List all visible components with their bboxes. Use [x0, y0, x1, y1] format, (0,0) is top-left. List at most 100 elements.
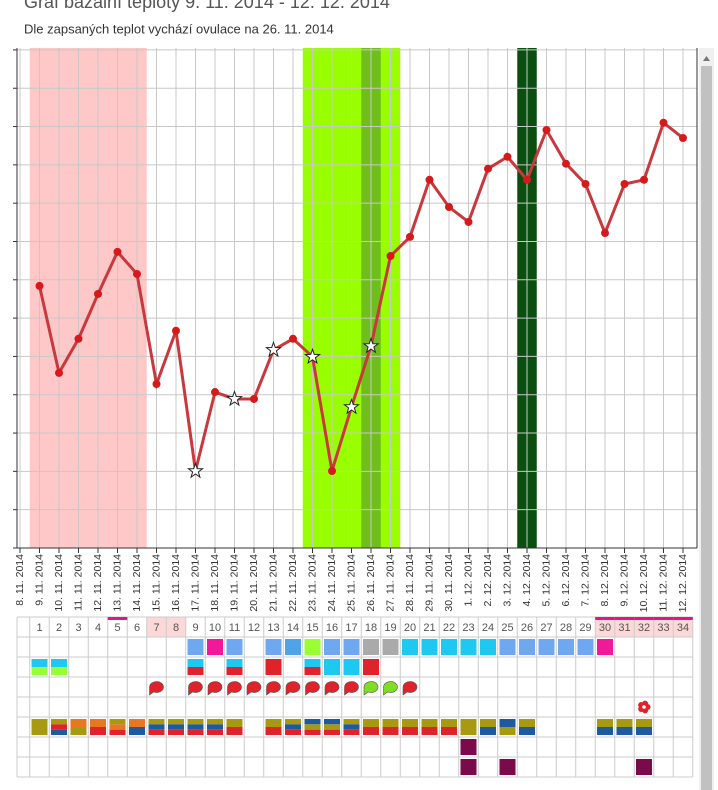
day-number: 19: [384, 622, 396, 634]
x-tick-label: 1. 12. 2014: [462, 554, 474, 607]
cell-block: [597, 639, 613, 655]
x-tick-label: 23. 11. 2014: [306, 554, 318, 612]
x-tick-label: 26. 11. 2014: [365, 554, 377, 612]
cell-block: [265, 727, 282, 735]
cell-block: [460, 739, 477, 755]
note-bubble: [227, 681, 242, 696]
x-tick-label: 14. 11. 2014: [131, 554, 143, 612]
temperature-line: [38, 120, 684, 472]
scroll-arrow[interactable]: [703, 56, 710, 61]
point: [601, 229, 609, 238]
day-mark: [614, 617, 635, 620]
cell-block: [616, 719, 633, 727]
x-tick-label: 22. 11. 2014: [287, 554, 299, 612]
x-tick-label: 4. 12. 2014: [521, 554, 533, 607]
point: [406, 232, 414, 241]
x-tick-label: 12. 12. 2014: [677, 554, 689, 613]
day-highlight: [146, 617, 167, 637]
x-tick-label: 8. 11. 2014: [14, 554, 26, 606]
cell-block: [363, 639, 379, 655]
cell-block: [109, 724, 126, 730]
cell-block: [616, 727, 633, 735]
cell-block: [597, 719, 613, 727]
day-highlight: [595, 617, 615, 637]
cell-block: [460, 639, 477, 655]
cell-block: [265, 639, 282, 655]
cell-block: [499, 639, 516, 655]
x-tick-label: 21. 11. 2014: [267, 554, 279, 612]
x-tick-label: 19. 11. 2014: [228, 554, 240, 612]
x-tick-label: 24. 11. 2014: [326, 554, 338, 612]
cell-block: [265, 667, 282, 675]
day-number: 18: [365, 622, 377, 634]
x-tick-label: 12. 11. 2014: [92, 554, 104, 612]
cell-block: [324, 659, 340, 667]
cell-block: [51, 667, 67, 675]
point: [679, 134, 687, 143]
day-number: 26: [521, 622, 533, 634]
cell-block: [31, 667, 48, 675]
band: [29, 48, 147, 548]
point: [425, 175, 434, 184]
cell-block: [324, 639, 340, 655]
day-number: 4: [95, 622, 101, 634]
cell-block: [519, 727, 535, 735]
cell-block: [343, 659, 360, 667]
cell-block: [304, 719, 321, 725]
x-tick-label: 17. 11. 2014: [189, 554, 201, 612]
cell-block: [148, 724, 165, 730]
scrollbar-thumb[interactable]: [701, 66, 712, 790]
cell-block: [577, 639, 594, 655]
point: [172, 326, 180, 335]
x-tick-label: 6. 12. 2014: [560, 554, 572, 607]
cell-block: [168, 729, 184, 735]
x-tick-label: 5. 12. 2014: [540, 554, 552, 607]
day-number: 30: [599, 622, 611, 634]
cell-block: [168, 719, 184, 725]
cell-block: [304, 639, 321, 655]
cell-block: [207, 724, 223, 730]
point: [211, 388, 219, 397]
note-bubble: [266, 681, 281, 696]
x-tick-label: 27. 11. 2014: [384, 554, 396, 612]
note-bubble: [363, 681, 379, 696]
cell-block: [187, 719, 204, 725]
day-highlight: [653, 617, 674, 637]
day-number: 27: [540, 622, 552, 634]
day-mark: [653, 617, 674, 620]
day-number: 15: [306, 622, 318, 634]
note-bubble: [324, 681, 340, 696]
flower-center: [642, 705, 646, 709]
x-tick-label: 30. 11. 2014: [443, 554, 455, 612]
point: [152, 380, 161, 389]
cell-block: [480, 639, 496, 655]
cell-block: [363, 719, 379, 727]
day-number: 8: [173, 622, 179, 634]
cell-block: [51, 729, 67, 735]
day-number: 23: [462, 622, 474, 634]
day-number: 21: [423, 622, 435, 634]
cell-block: [31, 659, 48, 667]
x-tick-label: 10. 12. 2014: [638, 554, 650, 613]
cell-block: [265, 659, 282, 667]
cell-block: [441, 727, 457, 735]
cell-block: [265, 719, 282, 727]
point: [386, 252, 395, 261]
cell-block: [538, 639, 555, 655]
cell-block: [187, 729, 204, 735]
note-bubble: [305, 681, 320, 696]
cell-block: [402, 719, 418, 727]
cell-block: [636, 719, 652, 727]
x-tick-label: 29. 11. 2014: [423, 554, 435, 612]
cell-block: [460, 759, 477, 775]
cell-block: [343, 724, 360, 730]
cell-block: [226, 719, 243, 727]
day-number: 16: [326, 622, 338, 634]
day-number: 31: [618, 622, 630, 634]
cell-block: [226, 667, 243, 675]
cell-block: [324, 729, 340, 735]
point: [523, 175, 531, 184]
cell-block: [480, 727, 496, 735]
cell-block: [226, 639, 243, 655]
day-number: 13: [267, 622, 279, 634]
